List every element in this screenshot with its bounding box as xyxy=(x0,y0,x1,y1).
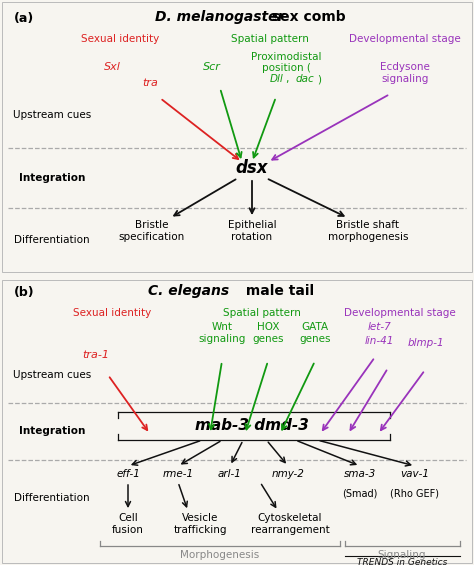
Text: Epithelial
rotation: Epithelial rotation xyxy=(228,220,276,242)
Text: (Rho GEF): (Rho GEF) xyxy=(391,488,439,498)
Text: mab-3 dmd-3: mab-3 dmd-3 xyxy=(195,419,309,433)
Text: sma-3: sma-3 xyxy=(344,469,376,479)
Text: TRENDS in Genetics: TRENDS in Genetics xyxy=(357,558,447,565)
Text: Morphogenesis: Morphogenesis xyxy=(181,550,260,560)
Text: Ecdysone
signaling: Ecdysone signaling xyxy=(380,62,430,84)
Text: (a): (a) xyxy=(14,12,34,25)
Text: Sexual identity: Sexual identity xyxy=(73,308,151,318)
Text: ): ) xyxy=(317,74,321,84)
Text: position (: position ( xyxy=(262,63,310,73)
Text: Wnt
signaling: Wnt signaling xyxy=(198,322,246,345)
Text: Spatial pattern: Spatial pattern xyxy=(223,308,301,318)
Text: (Smad): (Smad) xyxy=(342,488,378,498)
Text: eff-1: eff-1 xyxy=(116,469,140,479)
Text: (b): (b) xyxy=(14,286,35,299)
Bar xyxy=(2,280,472,563)
Text: dac: dac xyxy=(296,74,315,84)
Text: lin-41: lin-41 xyxy=(365,336,394,346)
Text: tra-1: tra-1 xyxy=(82,350,109,360)
Text: nmy-2: nmy-2 xyxy=(272,469,304,479)
Text: vav-1: vav-1 xyxy=(401,469,429,479)
Text: Upstream cues: Upstream cues xyxy=(13,110,91,120)
Text: Differentiation: Differentiation xyxy=(14,235,90,245)
Text: Bristle
specification: Bristle specification xyxy=(119,220,185,242)
Bar xyxy=(2,2,472,272)
Text: Bristle shaft
morphogenesis: Bristle shaft morphogenesis xyxy=(328,220,408,242)
Text: blmp-1: blmp-1 xyxy=(408,338,445,348)
Text: tra: tra xyxy=(142,78,158,88)
Text: Sexual identity: Sexual identity xyxy=(81,34,159,44)
Text: Cell
fusion: Cell fusion xyxy=(112,513,144,536)
Text: Spatial pattern: Spatial pattern xyxy=(231,34,309,44)
Text: Upstream cues: Upstream cues xyxy=(13,370,91,380)
Text: rme-1: rme-1 xyxy=(163,469,193,479)
Text: Scr: Scr xyxy=(203,62,221,72)
Text: HOX
genes: HOX genes xyxy=(252,322,284,345)
Text: Integration: Integration xyxy=(19,426,85,436)
Text: sex comb: sex comb xyxy=(267,10,346,24)
Text: Integration: Integration xyxy=(19,173,85,183)
Text: GATA
genes: GATA genes xyxy=(299,322,331,345)
Text: Developmental stage: Developmental stage xyxy=(344,308,456,318)
Text: Differentiation: Differentiation xyxy=(14,493,90,503)
Text: Signaling: Signaling xyxy=(378,550,426,560)
Text: Vesicle
trafficking: Vesicle trafficking xyxy=(173,513,227,536)
Text: Proximodistal: Proximodistal xyxy=(251,52,321,62)
Text: dsx: dsx xyxy=(236,159,268,177)
Text: Developmental stage: Developmental stage xyxy=(349,34,461,44)
Text: C. elegans: C. elegans xyxy=(148,284,229,298)
Text: arl-1: arl-1 xyxy=(218,469,242,479)
Text: let-7: let-7 xyxy=(368,322,392,332)
Text: D. melanogaster: D. melanogaster xyxy=(155,10,284,24)
Text: Cytoskeletal
rearrangement: Cytoskeletal rearrangement xyxy=(251,513,329,536)
Text: Sxl: Sxl xyxy=(103,62,120,72)
Text: Dll: Dll xyxy=(270,74,284,84)
Text: ,: , xyxy=(286,74,292,84)
Text: male tail: male tail xyxy=(241,284,314,298)
